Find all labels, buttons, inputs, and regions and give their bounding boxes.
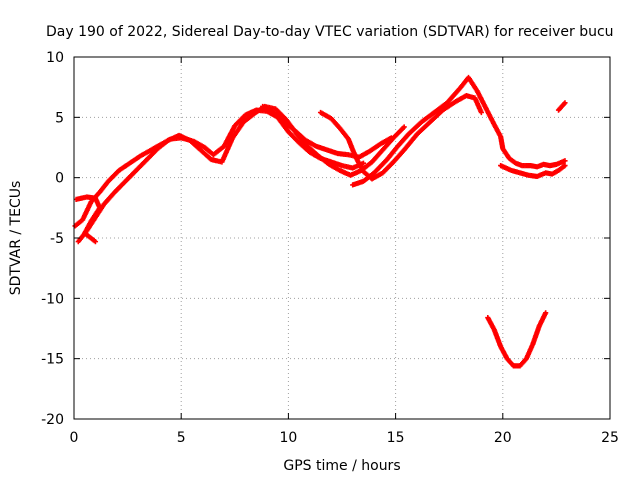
x-axis-label: GPS time / hours	[283, 458, 400, 474]
y-tick-label: -5	[50, 231, 64, 247]
chart-title: Day 190 of 2022, Sidereal Day-to-day VTE…	[46, 24, 614, 40]
data-point-marker	[388, 135, 394, 141]
data-series	[72, 74, 568, 369]
x-tick-label: 5	[177, 430, 186, 446]
series-satellite-track-b	[75, 103, 407, 245]
y-tick-label: -10	[41, 291, 64, 307]
x-tick-label: 20	[494, 430, 512, 446]
series-satellite-track-i	[555, 100, 568, 113]
y-tick-label: 0	[55, 171, 64, 187]
series-satellite-track-c	[260, 103, 394, 160]
data-point-marker	[478, 109, 484, 116]
x-tick-label: 15	[387, 430, 405, 446]
data-point-marker	[92, 239, 99, 245]
series-satellite-track-h	[485, 310, 549, 369]
y-tick-label: -20	[41, 412, 64, 428]
x-axis-ticks: 0 5 10 15 20 25	[70, 57, 619, 446]
data-point-marker	[562, 163, 568, 169]
x-tick-label: 10	[279, 430, 297, 446]
y-tick-label: 10	[46, 50, 64, 66]
y-tick-label: 5	[55, 110, 64, 126]
series-satellite-track-f	[498, 163, 568, 180]
series-satellite-track-g	[73, 194, 103, 245]
data-point-marker	[562, 100, 568, 106]
series-satellite-track-d	[317, 93, 484, 182]
data-point-marker	[401, 124, 407, 130]
x-tick-label: 25	[601, 430, 619, 446]
series-satellite-track-a	[72, 107, 367, 229]
grid-lines	[74, 57, 610, 419]
data-point-marker	[562, 158, 568, 164]
x-tick-label: 0	[70, 430, 79, 446]
series-satellite-track-e	[350, 74, 568, 188]
data-point-marker	[543, 310, 549, 316]
y-tick-label: -15	[41, 352, 64, 368]
y-axis-ticks: -20 -15 -10 -5 0 5 10	[41, 50, 610, 428]
y-axis-label: SDTVAR / TECUs	[8, 181, 24, 296]
